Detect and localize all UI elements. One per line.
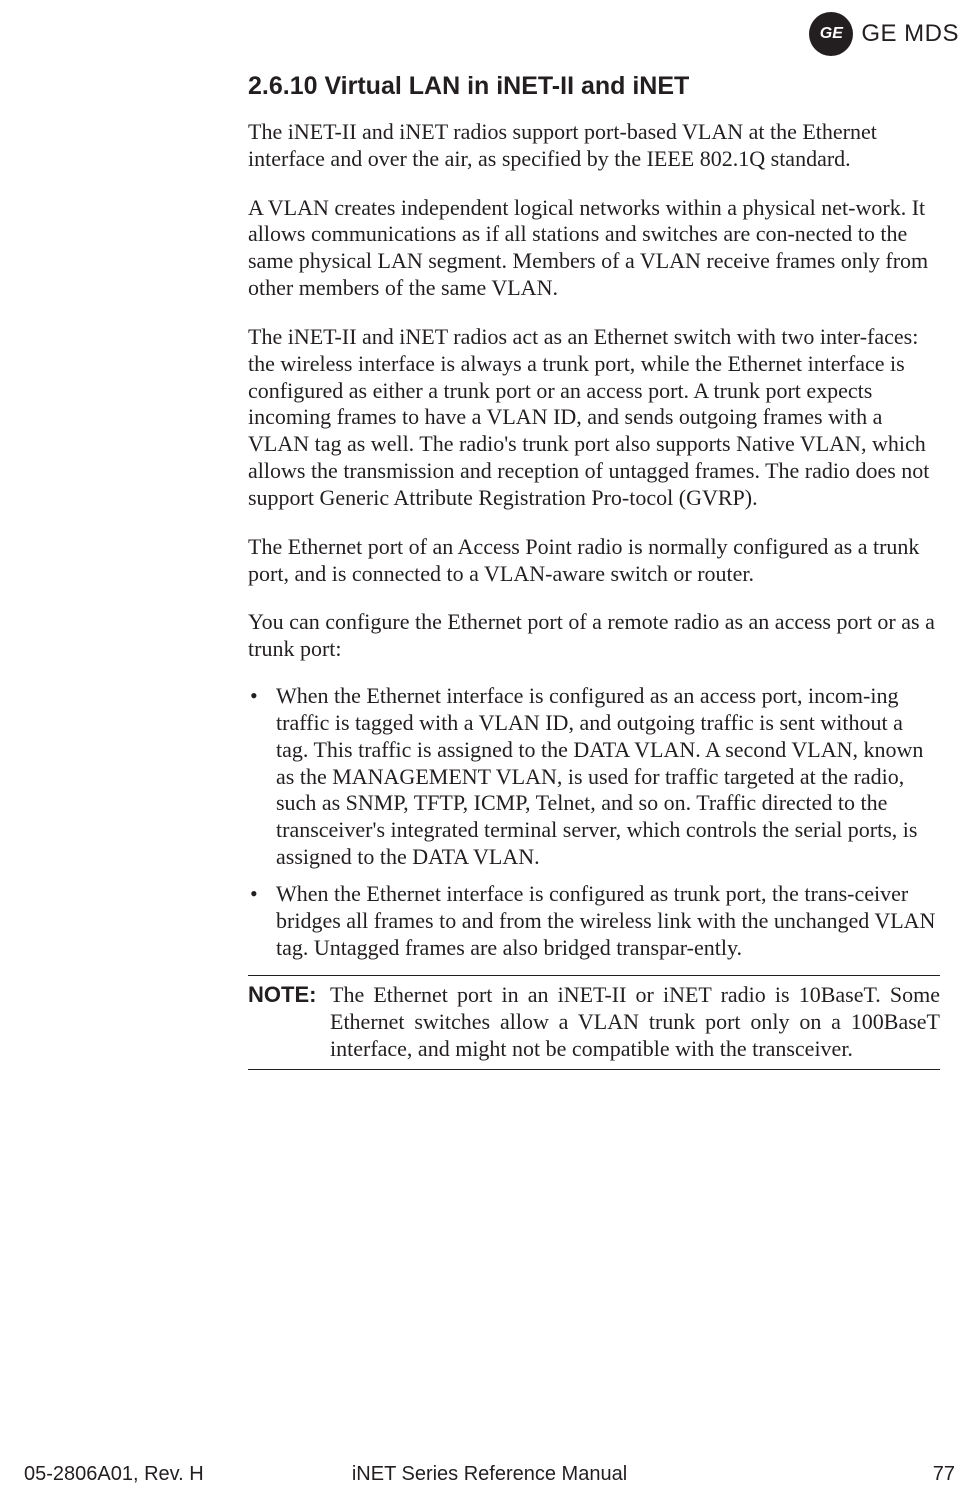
list-item: When the Ethernet interface is configure… [248,881,940,961]
footer-page-number: 77 [933,1463,955,1486]
paragraph: The iNET-II and iNET radios act as an Et… [248,324,940,512]
ge-monogram-icon: GE [809,12,853,56]
paragraph: You can configure the Ethernet port of a… [248,609,940,663]
paragraph: The Ethernet port of an Access Point rad… [248,534,940,588]
list-item: When the Ethernet interface is configure… [248,683,940,871]
bullet-list: When the Ethernet interface is configure… [248,683,940,961]
note-text: The Ethernet port in an iNET-II or iNET … [330,982,940,1062]
section-heading: 2.6.10 Virtual LAN in iNET-II and iNET [248,72,940,101]
paragraph: A VLAN creates independent logical netwo… [248,195,940,302]
paragraph: The iNET-II and iNET radios support port… [248,119,940,173]
footer-title: iNET Series Reference Manual [24,1463,955,1486]
header-logo: GE GE MDS [809,12,959,56]
brand-text: GE MDS [861,20,959,48]
ge-monogram-text: GE [820,25,843,43]
note-block: NOTE: The Ethernet port in an iNET-II or… [248,975,940,1069]
page-footer: 05-2806A01, Rev. H iNET Series Reference… [24,1463,955,1486]
note-label: NOTE: [248,982,330,1062]
page-content: 2.6.10 Virtual LAN in iNET-II and iNET T… [248,72,940,1070]
